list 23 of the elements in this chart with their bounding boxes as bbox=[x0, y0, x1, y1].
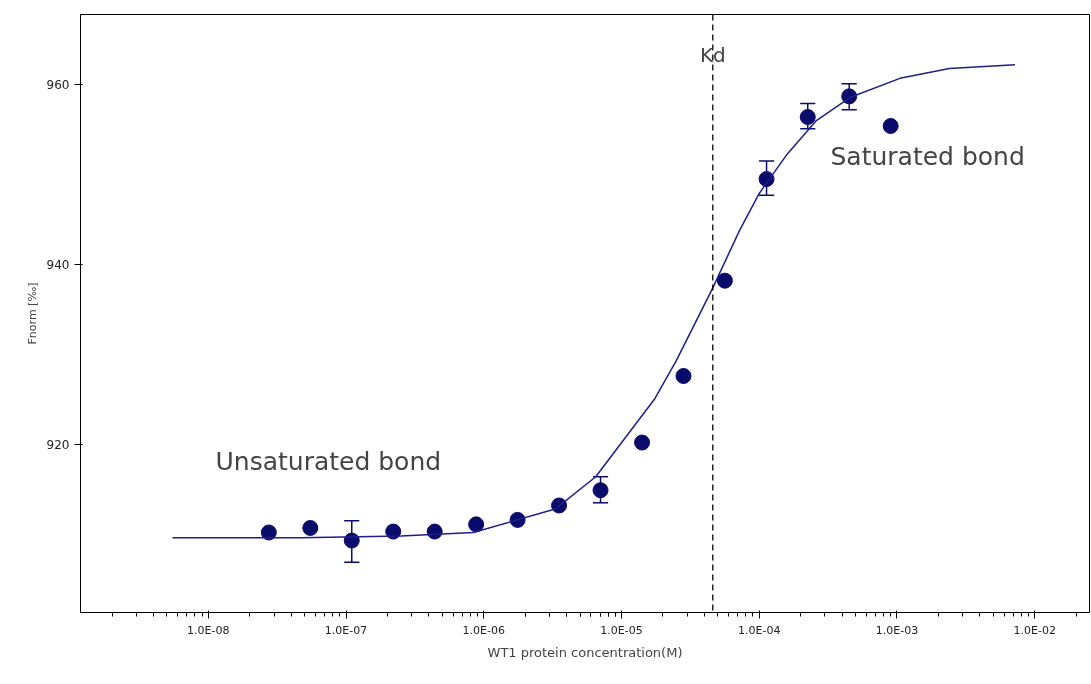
annotation: Unsaturated bond bbox=[215, 446, 442, 476]
ref-line-label: Kd bbox=[699, 42, 726, 67]
point bbox=[799, 109, 816, 125]
point bbox=[468, 516, 485, 533]
point bbox=[716, 272, 733, 289]
x-axis-title: WT1 protein concentration(M) bbox=[487, 644, 683, 660]
y-axis-title: Fnorm [‰] bbox=[25, 282, 39, 345]
y-tick-label: 940 bbox=[46, 257, 70, 272]
point bbox=[634, 434, 651, 451]
x-tick-label: 1.0E-02 bbox=[1013, 623, 1056, 637]
y-tick-label: 920 bbox=[46, 437, 70, 452]
x-tick-label: 1.0E-07 bbox=[324, 623, 368, 637]
x-tick-label: 1.0E-05 bbox=[600, 623, 643, 637]
x-tick-label: 1.0E-03 bbox=[875, 623, 919, 637]
y-tick-label: 960 bbox=[46, 78, 70, 93]
point bbox=[882, 118, 899, 134]
x-tick-label: 1.0E-04 bbox=[738, 623, 781, 637]
point bbox=[675, 368, 692, 384]
point bbox=[302, 519, 319, 536]
x-tick-label: 1.0E-06 bbox=[462, 623, 505, 637]
point bbox=[592, 482, 609, 499]
annotation: Saturated bond bbox=[830, 141, 1025, 171]
x-tick-label: 1.0E-08 bbox=[187, 623, 230, 637]
